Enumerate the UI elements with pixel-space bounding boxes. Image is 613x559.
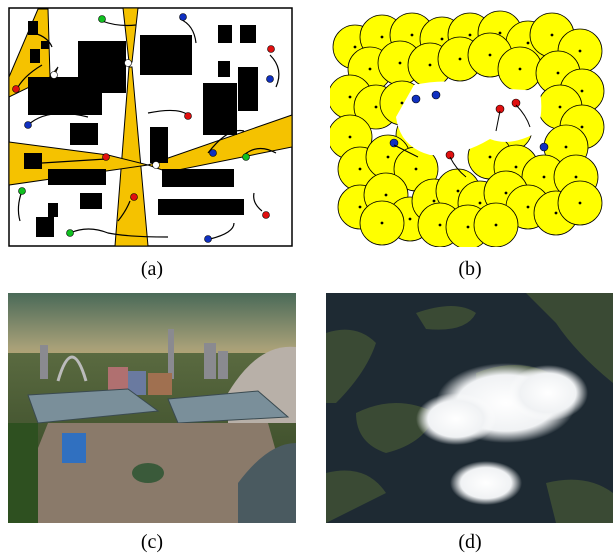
open-area [396, 81, 542, 156]
figure-c-virtual-world [8, 293, 296, 523]
fountain [132, 463, 164, 483]
figure-b-crowd [330, 7, 605, 247]
satellite-svg [326, 293, 613, 523]
caption-c: (c) [140, 531, 164, 553]
agents [12, 13, 275, 243]
roads [8, 7, 293, 247]
figure-a-city-map [8, 7, 293, 247]
crowd-svg [330, 10, 605, 247]
dome-right [238, 443, 296, 523]
buildings [24, 21, 258, 237]
crowd-agents [389, 90, 549, 160]
billboard [62, 433, 86, 463]
virtual-world-svg [8, 293, 296, 523]
caption-d: (d) [458, 531, 482, 553]
islands [326, 293, 613, 523]
glass-pavilions [27, 388, 290, 424]
caption-a: (a) [140, 258, 164, 280]
trees-left [8, 423, 38, 523]
figure-d-satellite [326, 293, 613, 523]
caption-b: (b) [458, 258, 482, 280]
crowd-arrows [393, 104, 531, 178]
city-map-svg [8, 7, 293, 247]
clouds [416, 363, 588, 505]
skyline [40, 329, 228, 395]
